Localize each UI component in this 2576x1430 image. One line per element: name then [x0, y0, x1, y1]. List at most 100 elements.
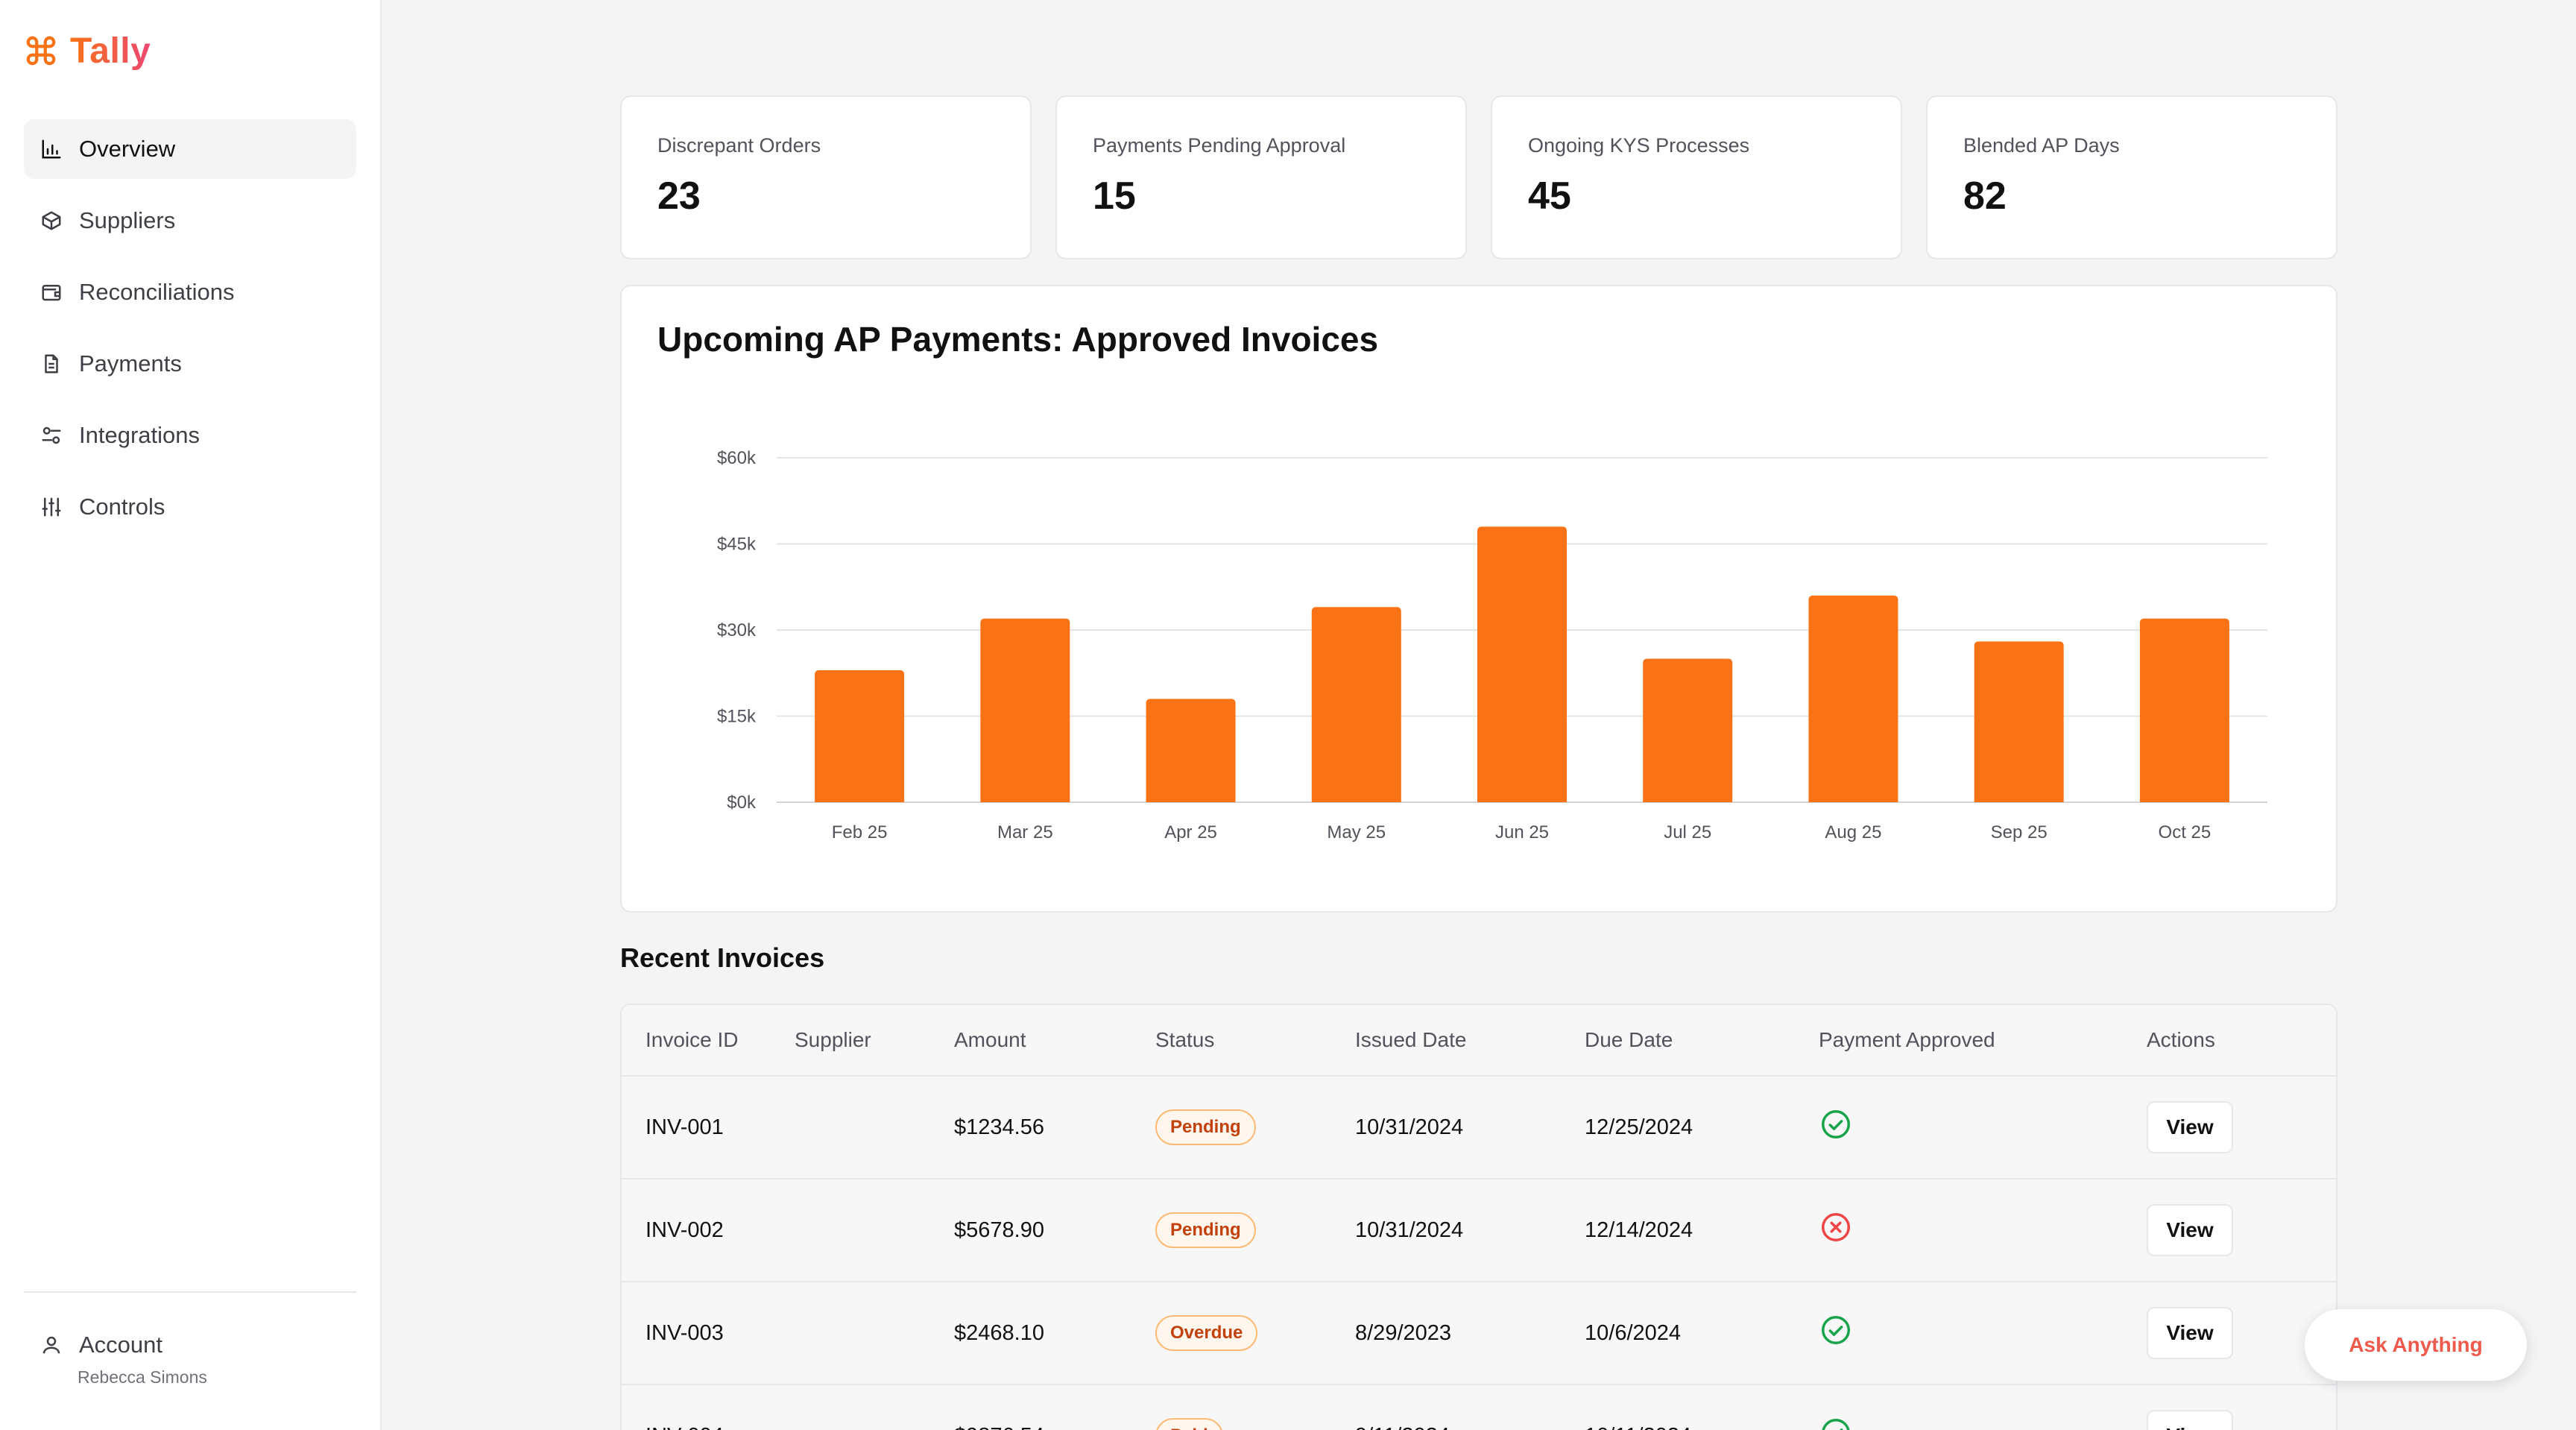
x-tick-label: Sep 25: [1991, 822, 2048, 842]
stat-label: Blended AP Days: [1963, 134, 2120, 157]
sidebar-item-integrations[interactable]: Integrations: [24, 406, 356, 465]
column-header-issued-date[interactable]: Issued Date: [1355, 1028, 1467, 1051]
account-label: Account: [79, 1332, 163, 1358]
sidebar-item-suppliers[interactable]: Suppliers: [24, 191, 356, 251]
y-tick-label: $45k: [717, 535, 757, 555]
box-icon: [42, 211, 61, 230]
command-icon: [26, 36, 56, 66]
y-tick-label: $60k: [717, 448, 757, 468]
chart-bar[interactable]: [1146, 699, 1236, 802]
stat-card-blended-ap-days[interactable]: Blended AP Days 82: [1926, 95, 2337, 259]
user-icon: [42, 1336, 60, 1354]
stat-value: 23: [657, 174, 701, 218]
stats-row: Discrepant Orders 23 Payments Pending Ap…: [620, 95, 2337, 259]
chart-bar[interactable]: [1974, 641, 2064, 802]
view-invoice-button[interactable]: View: [2147, 1204, 2233, 1256]
column-header-amount[interactable]: Amount: [954, 1028, 1026, 1051]
chart-bar[interactable]: [1311, 607, 1401, 802]
x-tick-label: Mar 25: [997, 822, 1053, 842]
ap-payments-chart-card: Upcoming AP Payments: Approved Invoices …: [620, 285, 2337, 913]
sidebar-item-label: Payments: [79, 350, 182, 377]
column-header-supplier[interactable]: Supplier: [795, 1028, 871, 1051]
column-header-invoice-id[interactable]: Invoice ID: [645, 1028, 739, 1051]
invoice-id: INV-004: [622, 1424, 771, 1430]
x-circle-icon: [1822, 1213, 1850, 1241]
sidebar-item-label: Reconciliations: [79, 279, 235, 305]
y-tick-label: $0k: [727, 793, 757, 813]
recent-invoices-table: Invoice ID Supplier Amount Status Issued…: [620, 1004, 2337, 1430]
chart-bar[interactable]: [1643, 658, 1733, 803]
y-tick-label: $30k: [717, 620, 757, 640]
invoice-amount: $5678.90: [954, 1218, 1044, 1242]
chart-title: Upcoming AP Payments: Approved Invoices: [657, 320, 1379, 359]
table-header: Invoice ID Supplier Amount Status Issued…: [622, 1005, 2336, 1077]
sidebar-item-label: Suppliers: [79, 207, 176, 233]
view-invoice-button[interactable]: View: [2147, 1410, 2233, 1430]
chart-bar[interactable]: [980, 618, 1070, 802]
view-invoice-button[interactable]: View: [2147, 1101, 2233, 1153]
view-invoice-button[interactable]: View: [2147, 1307, 2233, 1359]
ask-anything-button[interactable]: Ask Anything: [2305, 1309, 2527, 1381]
sidebar-item-payments[interactable]: Payments: [24, 334, 356, 394]
x-tick-label: Feb 25: [832, 822, 888, 842]
sidebar-item-controls[interactable]: Controls: [24, 477, 356, 537]
invoice-amount: $9876.54: [954, 1424, 1155, 1430]
invoice-issued-date: 9/11/2024: [1355, 1424, 1585, 1430]
invoice-due-date: 12/25/2024: [1585, 1115, 1693, 1139]
stat-label: Ongoing KYS Processes: [1528, 134, 1750, 157]
x-tick-label: Jun 25: [1495, 822, 1549, 842]
check-circle-icon: [1822, 1110, 1850, 1138]
check-circle-icon: [1822, 1316, 1850, 1344]
sidebar-item-overview[interactable]: Overview: [24, 119, 356, 179]
invoice-due-date: 10/11/2024: [1585, 1424, 1819, 1430]
x-tick-label: Jul 25: [1664, 822, 1711, 842]
x-tick-label: May 25: [1327, 822, 1386, 842]
sidebar-divider: [24, 1291, 356, 1293]
invoice-amount: $1234.56: [954, 1115, 1044, 1139]
column-header-due-date[interactable]: Due Date: [1585, 1028, 1673, 1051]
chart-bar[interactable]: [1477, 526, 1567, 802]
invoice-amount: $2468.10: [954, 1320, 1044, 1345]
main-content: Discrepant Orders 23 Payments Pending Ap…: [382, 0, 2576, 1430]
x-tick-label: Aug 25: [1825, 822, 1881, 842]
table-row: INV-003 $2468.10 Overdue 8/29/2023 10/6/…: [622, 1282, 2336, 1385]
column-header-status[interactable]: Status: [1155, 1028, 1215, 1051]
table-row: INV-004 $9876.54 Paid 9/11/2024 10/11/20…: [622, 1385, 2336, 1430]
invoice-issued-date: 8/29/2023: [1355, 1320, 1452, 1345]
toggles-icon: [42, 426, 61, 444]
stat-value: 15: [1093, 174, 1136, 218]
account-row[interactable]: Account: [40, 1332, 207, 1358]
sidebar-item-label: Controls: [79, 494, 165, 520]
invoice-issued-date: 10/31/2024: [1355, 1218, 1464, 1242]
column-header-payment-approved[interactable]: Payment Approved: [1819, 1028, 1995, 1051]
sliders-icon: [42, 497, 61, 517]
bar-chart-icon: [42, 139, 61, 159]
sidebar-nav: Overview Suppliers Reconciliations Payme…: [24, 119, 356, 549]
invoice-id: INV-003: [645, 1320, 724, 1345]
chart-bar[interactable]: [815, 670, 905, 802]
chart-bar[interactable]: [1808, 595, 1898, 802]
app-logo[interactable]: Tally: [24, 30, 151, 72]
stat-card-payments-pending[interactable]: Payments Pending Approval 15: [1055, 95, 1467, 259]
status-badge: Overdue: [1155, 1315, 1258, 1351]
table-row: INV-001 $1234.56 Pending 10/31/2024 12/2…: [622, 1077, 2336, 1179]
status-badge: Pending: [1155, 1109, 1256, 1145]
sidebar-item-label: Overview: [79, 136, 176, 162]
invoice-id: INV-002: [645, 1218, 724, 1242]
status-badge: Pending: [1155, 1212, 1256, 1248]
account-section[interactable]: Account Rebecca Simons: [40, 1332, 207, 1388]
invoice-due-date: 12/14/2024: [1585, 1218, 1693, 1242]
stat-label: Discrepant Orders: [657, 134, 821, 157]
x-tick-label: Oct 25: [2159, 822, 2212, 842]
ap-payments-bar-chart: $0k $15k $30k $45k $60k Feb 25 Mar 25 Apr 25 May…: [717, 448, 2267, 842]
stat-card-kys-processes[interactable]: Ongoing KYS Processes 45: [1491, 95, 1902, 259]
sidebar-item-reconciliations[interactable]: Reconciliations: [24, 262, 356, 322]
sidebar-item-label: Integrations: [79, 422, 200, 448]
stat-label: Payments Pending Approval: [1093, 134, 1346, 157]
invoice-due-date: 10/6/2024: [1585, 1320, 1682, 1345]
document-icon: [45, 354, 58, 374]
chart-bar[interactable]: [2139, 618, 2229, 802]
check-circle-icon: [1822, 1419, 1850, 1430]
stat-card-discrepant-orders[interactable]: Discrepant Orders 23: [620, 95, 1032, 259]
invoice-id: INV-001: [645, 1115, 724, 1139]
